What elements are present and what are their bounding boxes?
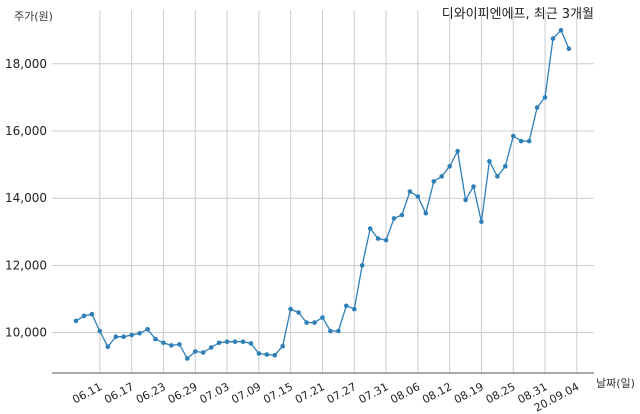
data-point [280,343,286,349]
data-point [312,320,317,325]
data-point [503,164,508,169]
data-point [344,303,349,309]
data-point [415,194,421,199]
data-point [359,263,365,268]
data-point [169,343,174,348]
data-point [320,315,325,320]
data-point [495,174,500,179]
data-point [439,174,445,179]
y-tick-labels: 10,000 12,000 14,000 16,000 18,000 [5,57,47,340]
data-point [208,345,214,350]
x-tick-label: 07.27 [325,380,359,406]
data-point [566,46,572,51]
data-point [193,349,198,354]
data-point [550,36,556,41]
data-point [304,320,309,325]
x-tick-label: 08.12 [420,380,454,406]
data-point [431,179,437,184]
x-tick-labels: 06.1106.1706.2306.2907.0307.0907.1507.21… [70,380,581,414]
data-point [471,184,476,189]
data-point [185,356,190,361]
x-tick-label: 07.21 [293,380,327,406]
data-point [367,226,373,231]
data-point [487,159,492,164]
data-point [328,328,333,334]
x-tick-label: 06.23 [134,380,168,406]
x-tick-label: 08.25 [484,380,518,406]
data-point [240,339,246,345]
data-point [81,313,87,319]
price-points [73,27,572,361]
data-point [105,344,111,350]
x-tick-label: 06.17 [102,380,136,406]
x-tick-label: 07.15 [261,380,295,406]
data-point [145,327,150,332]
x-tick-label: 08.06 [388,380,422,406]
data-point [153,336,158,342]
data-point [391,216,397,221]
gridlines [52,10,594,373]
data-point [232,339,238,345]
data-point [336,328,341,334]
data-point [407,189,413,194]
x-tick-label: 07.31 [357,380,391,406]
x-tick-label: 08.19 [452,380,486,406]
data-point [518,138,524,144]
data-point [200,350,206,355]
x-tick-label: 07.03 [198,380,232,406]
data-point [89,311,95,317]
x-tick-label: 07.09 [229,380,263,406]
data-point [129,332,134,338]
y-tick-label: 12,000 [5,258,47,272]
data-point [511,133,516,139]
data-point [447,164,453,169]
data-point [216,340,222,346]
data-point [542,95,548,100]
y-axis-title: 주가(원) [14,10,53,23]
data-point [224,339,230,345]
x-tick-label: 06.29 [166,380,200,406]
data-point [479,219,484,225]
y-tick-label: 14,000 [5,191,47,205]
y-tick-label: 16,000 [5,124,47,138]
data-point [177,342,182,347]
data-point [288,306,293,312]
y-tick-label: 10,000 [5,326,47,340]
data-point [272,352,278,358]
data-point [526,138,532,144]
y-tick-label: 18,000 [5,57,47,71]
data-point [137,331,142,336]
data-point [558,27,564,33]
data-point [121,334,126,340]
data-point [113,334,119,340]
data-point [248,341,254,346]
data-point [375,236,381,241]
x-axis-title: 날짜(일) [596,376,635,390]
data-point [383,237,389,243]
data-point [73,318,79,324]
data-point [296,310,301,315]
data-point [97,328,103,334]
data-point [534,105,540,110]
chart-title: 디와이피엔에프, 최근 3개월 [442,7,594,22]
data-point [399,212,405,218]
data-point [423,211,429,216]
data-point [161,340,166,346]
data-point [264,352,270,357]
data-point [463,197,468,203]
data-point [455,148,460,154]
x-tick-label: 06.11 [70,380,104,406]
data-point [256,351,262,356]
data-point [352,306,357,312]
